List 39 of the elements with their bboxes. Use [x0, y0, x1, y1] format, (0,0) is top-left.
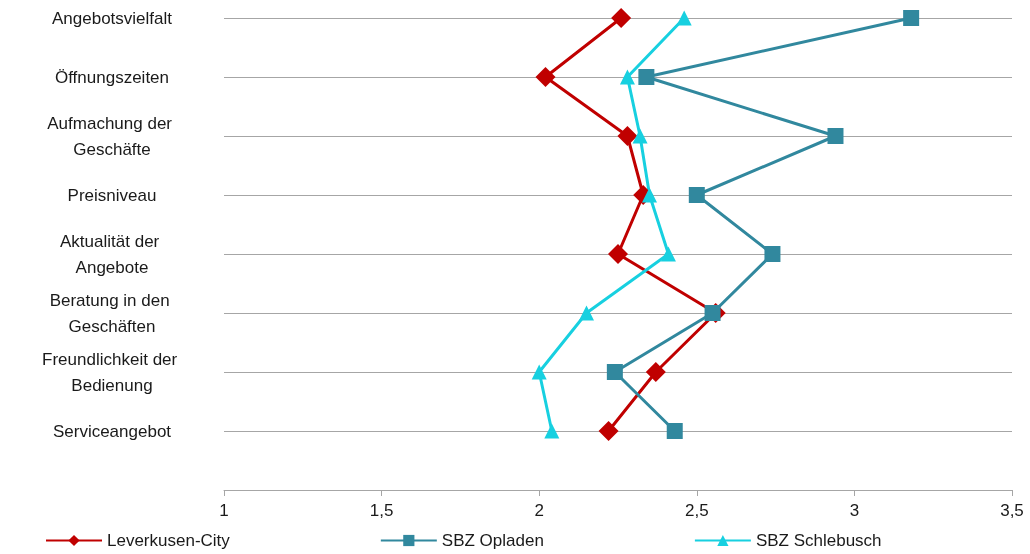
point [666, 423, 683, 439]
point [632, 128, 648, 144]
point [617, 126, 638, 146]
point [688, 187, 705, 203]
y-tick-label: Beratung in den Geschäften [49, 290, 175, 336]
point [578, 305, 594, 321]
point [606, 364, 623, 380]
point [531, 364, 547, 380]
point [764, 246, 781, 262]
point [611, 8, 632, 28]
point [598, 421, 619, 441]
point [903, 10, 920, 26]
y-tick-label: Preisniveau [67, 185, 157, 205]
legend-label: Leverkusen-City [107, 531, 231, 550]
y-tick-label: Serviceangebot [52, 421, 172, 441]
y-tick-label: Aufmachung der Geschäfte [47, 113, 177, 159]
point [535, 67, 556, 87]
legend-label: SBZ Schlebusch [755, 531, 882, 550]
y-tick-label: Freundlichkeit der Bedienung [42, 349, 182, 395]
x-tick-label: 2,5 [684, 501, 709, 520]
x-tick-label: 3 [849, 501, 860, 520]
point [638, 69, 655, 85]
legend-label: SBZ Opladen [441, 531, 544, 550]
point [704, 305, 721, 321]
point [827, 128, 844, 144]
point [676, 10, 692, 26]
point [642, 187, 658, 203]
y-tick-label: Aktualität der Angebote [60, 231, 164, 277]
x-tick-label: 3,5 [1000, 501, 1024, 520]
x-tick-label: 1 [219, 501, 229, 520]
point [660, 246, 676, 262]
x-tick-label: 2 [534, 501, 544, 520]
y-tick-label: Öffnungszeiten [54, 67, 170, 87]
x-tick-label: 1,5 [369, 501, 394, 520]
point [544, 423, 560, 439]
point [619, 69, 635, 85]
point [645, 362, 666, 382]
point [608, 244, 628, 264]
y-tick-label: Angebotsvielfalt [51, 8, 173, 28]
